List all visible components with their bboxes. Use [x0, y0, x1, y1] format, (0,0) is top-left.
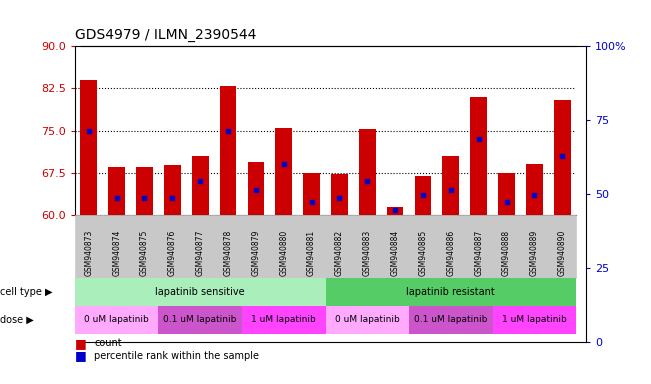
Bar [507, 268, 524, 342]
Bar [227, 115, 244, 342]
Text: GSM940878: GSM940878 [223, 230, 232, 276]
Bar [367, 191, 384, 342]
Bar [87, 105, 104, 342]
Bar [535, 253, 552, 342]
Text: GSM940883: GSM940883 [363, 230, 372, 276]
Bar [564, 140, 580, 342]
Bar [339, 271, 356, 342]
Bar [143, 258, 160, 342]
Text: GSM940879: GSM940879 [251, 230, 260, 276]
Bar [255, 248, 272, 342]
Text: GSM940873: GSM940873 [84, 230, 93, 276]
Text: GSM940876: GSM940876 [168, 230, 177, 276]
Text: 0 uM lapatinib: 0 uM lapatinib [335, 315, 400, 324]
Text: count: count [94, 338, 122, 348]
Text: GSM940888: GSM940888 [502, 230, 511, 276]
Text: GSM940877: GSM940877 [196, 230, 204, 276]
Text: percentile rank within the sample: percentile rank within the sample [94, 351, 259, 361]
Text: GSM940886: GSM940886 [447, 230, 455, 276]
Text: GSM940880: GSM940880 [279, 230, 288, 276]
Text: GSM940890: GSM940890 [558, 230, 567, 276]
Bar [451, 238, 468, 342]
Text: cell type ▶: cell type ▶ [0, 287, 53, 297]
Text: GSM940875: GSM940875 [140, 230, 149, 276]
Text: lapatinib sensitive: lapatinib sensitive [156, 287, 245, 297]
Text: GSM940885: GSM940885 [419, 230, 428, 276]
Bar [395, 327, 412, 342]
Text: GSM940884: GSM940884 [391, 230, 400, 276]
Text: 0.1 uM lapatinib: 0.1 uM lapatinib [163, 315, 237, 324]
Bar [283, 189, 300, 342]
Text: 1 uM lapatinib: 1 uM lapatinib [251, 315, 316, 324]
Text: ■: ■ [75, 349, 87, 362]
Text: lapatinib resistant: lapatinib resistant [406, 287, 495, 297]
Bar [115, 258, 132, 342]
Bar [171, 255, 188, 342]
Text: GSM940889: GSM940889 [530, 230, 539, 276]
Text: ■: ■ [75, 337, 87, 350]
Bar [199, 238, 216, 342]
Text: GSM940881: GSM940881 [307, 230, 316, 276]
Text: 0.1 uM lapatinib: 0.1 uM lapatinib [414, 315, 488, 324]
Text: 0 uM lapatinib: 0 uM lapatinib [84, 315, 149, 324]
Bar [479, 135, 496, 342]
Text: 1 uM lapatinib: 1 uM lapatinib [502, 315, 567, 324]
Text: GDS4979 / ILMN_2390544: GDS4979 / ILMN_2390544 [75, 28, 256, 42]
Text: GSM940887: GSM940887 [474, 230, 483, 276]
Text: GSM940882: GSM940882 [335, 230, 344, 276]
Bar [311, 268, 328, 342]
Bar [423, 273, 440, 342]
Text: dose ▶: dose ▶ [0, 315, 34, 325]
Text: GSM940874: GSM940874 [112, 230, 121, 276]
